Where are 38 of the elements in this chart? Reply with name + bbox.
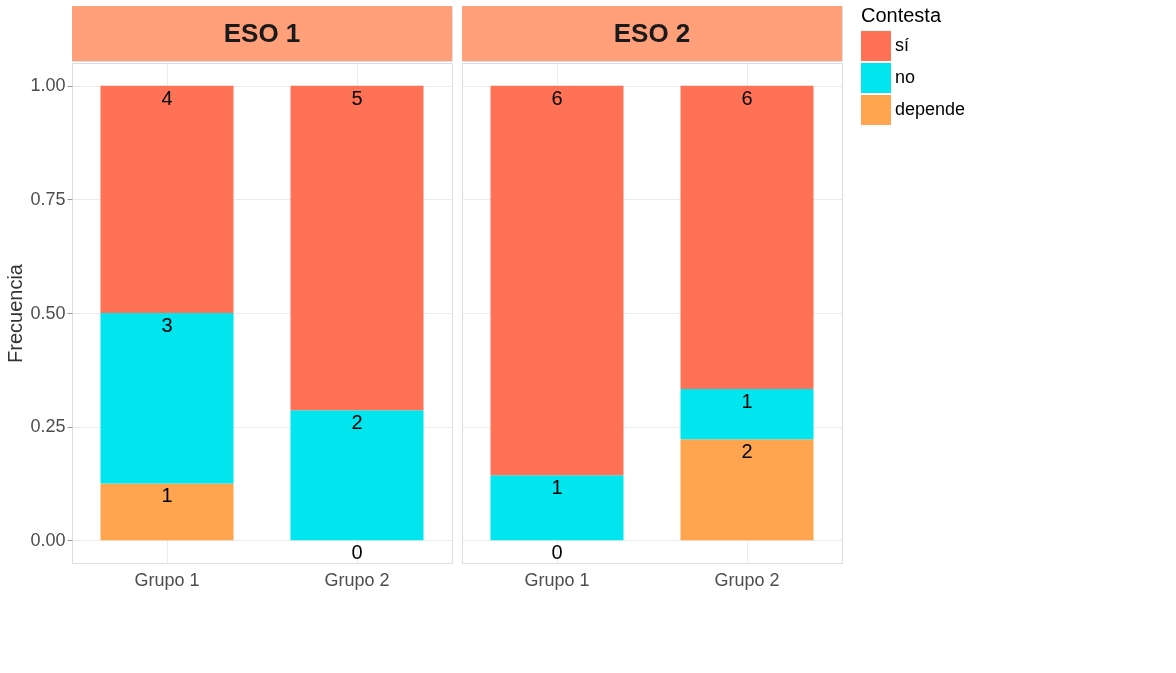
chart-title: ESO 1 — [223, 18, 301, 48]
legend-label: no — [895, 67, 916, 87]
annotation: 2 — [351, 411, 363, 434]
chart-title: ESO 2 — [613, 18, 691, 48]
annotation: 0 — [351, 541, 363, 564]
legend-label: sí — [895, 35, 910, 55]
bar — [100, 85, 234, 313]
x-tick-label: Grupo 2 — [714, 569, 780, 590]
bar — [100, 313, 234, 484]
annotation: 0 — [551, 541, 563, 564]
annotation: 5 — [351, 86, 363, 109]
annotation: 6 — [741, 86, 753, 109]
annotation: 6 — [551, 86, 563, 109]
y-tick-label: 0.25 — [30, 416, 66, 437]
bar — [680, 439, 814, 541]
legend-label: depende — [895, 99, 966, 119]
y-tick-label: 0.50 — [30, 302, 66, 323]
annotation: 3 — [161, 314, 173, 336]
x-tick-label: Grupo 1 — [524, 569, 590, 590]
annotation: 1 — [741, 389, 753, 412]
bar — [290, 410, 424, 541]
bar — [680, 85, 814, 389]
annotation: 2 — [741, 440, 753, 463]
annotation: 1 — [161, 484, 173, 507]
y-axis-title: Frecuencia — [4, 263, 27, 363]
y-tick-label: 0.00 — [30, 529, 66, 550]
bar — [680, 388, 814, 440]
x-tick-label: Grupo 1 — [134, 569, 200, 590]
y-tick-label: 1.00 — [30, 75, 66, 96]
bar — [490, 85, 624, 476]
bar — [490, 475, 624, 541]
y-tick-label: 0.75 — [30, 188, 66, 209]
x-tick-label: Grupo 2 — [324, 569, 390, 590]
annotation: 1 — [551, 476, 563, 499]
bar — [290, 85, 424, 411]
legend-title: Contesta — [861, 4, 942, 26]
bar — [100, 483, 234, 541]
annotation: 4 — [161, 86, 173, 109]
